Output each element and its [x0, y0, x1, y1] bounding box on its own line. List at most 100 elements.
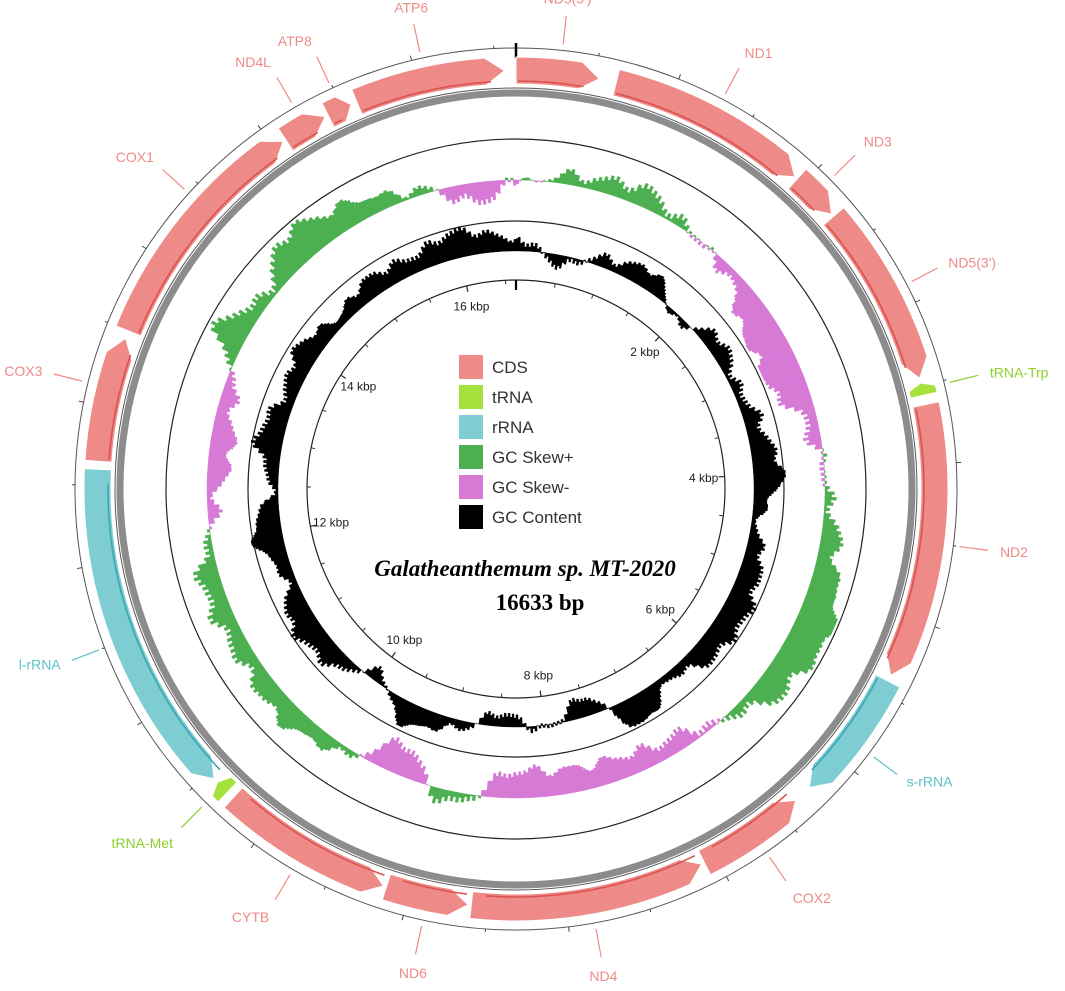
scale-tick: [465, 285, 469, 292]
feature-label-nd5-3: ND5(3'): [948, 254, 996, 270]
scale-tick: [311, 447, 316, 450]
scale-tick: [338, 596, 343, 600]
outer-tick: [598, 52, 600, 56]
label-leader: [274, 874, 291, 900]
feature-label-s-rrna: s-rRNA: [907, 774, 954, 790]
gc-content-plot: [250, 226, 786, 734]
scale-tick: [428, 298, 432, 303]
outer-tick: [323, 886, 326, 890]
label-leader: [949, 374, 979, 383]
legend-label: GC Content: [492, 508, 582, 527]
scale-tick: [577, 684, 580, 689]
feature-strand-line: [826, 224, 907, 369]
feature-labels: ND5(5') ND1 ND3 ND5(3') tRNA-Trp ND2 s-rRNA COX…: [4, 0, 1048, 984]
outer-tick: [195, 181, 199, 184]
feature-label-trna-trp: tRNA-Trp: [990, 364, 1049, 380]
feature-nd4l: [277, 113, 326, 152]
feature-trna-met: [211, 776, 238, 803]
legend-item: GC Content: [459, 505, 582, 529]
scale-tick: [654, 336, 660, 342]
scale-tick: [394, 318, 398, 323]
feature-label-trna-met: tRNA-Met: [112, 835, 174, 851]
scale-tick: [613, 668, 617, 673]
outer-tick-marks: [72, 43, 962, 932]
legend-item: tRNA: [459, 385, 533, 409]
feature-label-nd3: ND3: [864, 134, 892, 150]
scale-tick: [714, 437, 719, 440]
feature-nd5-3: [822, 206, 928, 380]
outer-tick: [872, 228, 876, 231]
feature-nd1: [612, 68, 796, 178]
outer-tick: [752, 114, 755, 118]
outer-tick: [725, 876, 730, 882]
feature-label-nd4: ND4: [589, 968, 617, 984]
scale-label: 12 kbp: [313, 516, 349, 530]
scale-tick: [591, 294, 594, 299]
feature-label-nd1: ND1: [745, 45, 773, 61]
label-leader: [413, 23, 421, 53]
scale-tick: [340, 374, 347, 379]
legend-swatch-cds: [459, 355, 483, 379]
outer-tick: [257, 124, 262, 130]
feature-label-nd6: ND6: [399, 965, 427, 981]
outer-tick: [795, 829, 798, 833]
label-leader: [724, 68, 740, 95]
feature-strand-line: [518, 80, 584, 88]
legend-label: CDS: [492, 358, 528, 377]
label-leader: [769, 856, 787, 882]
label-leader: [71, 649, 100, 661]
scale-tick: [671, 618, 677, 624]
scale-tick: [553, 283, 556, 288]
gc-skew-negative: [206, 179, 826, 799]
outer-tick: [77, 567, 83, 570]
scale-tick: [681, 366, 686, 370]
scale-label: 4 kbp: [689, 471, 719, 485]
label-leader: [595, 928, 602, 958]
scale-tick: [425, 673, 428, 678]
label-leader: [562, 15, 567, 45]
scale-tick: [320, 562, 325, 565]
scale-tick: [719, 514, 724, 517]
label-leader: [276, 77, 293, 103]
legend: CDS tRNA rRNA GC Skew+ GC Skew- GC Conte…: [459, 355, 582, 529]
feature-strand-line: [791, 187, 815, 212]
feature-label-atp6: ATP6: [394, 0, 428, 15]
scale-tick: [322, 409, 327, 413]
gc-skew-track-inner-ring: [247, 220, 785, 758]
label-leader: [53, 373, 83, 382]
outer-tick: [250, 843, 255, 849]
outer-tick: [901, 702, 905, 705]
outer-tick: [818, 164, 823, 169]
legend-label: GC Skew-: [492, 478, 569, 497]
outer-tick: [934, 626, 940, 629]
feature-strand-line: [711, 793, 788, 848]
outer-tick: [943, 379, 947, 381]
outer-tick: [331, 84, 334, 88]
scale-label: 14 kbp: [340, 380, 376, 394]
gc-content-area: [250, 226, 786, 734]
feature-strand-line: [108, 354, 132, 460]
feature-label-cox2: COX2: [793, 890, 831, 906]
outer-tick: [915, 299, 921, 303]
label-leader: [180, 806, 203, 828]
feature-strand-line: [292, 131, 319, 148]
feature-label-cox1: COX1: [116, 149, 154, 165]
feature-label-nd2: ND2: [1000, 544, 1028, 560]
legend-swatch-trna: [459, 385, 483, 409]
feature-strand-line: [138, 157, 278, 334]
feature-strand-line: [811, 677, 879, 771]
feature-atp8: [321, 96, 352, 128]
scale-tick: [364, 343, 369, 348]
legend-item: rRNA: [459, 415, 534, 439]
feature-label-nd4l: ND4L: [235, 54, 271, 70]
feature-track-inner-ring: [114, 87, 918, 891]
feature-strand-line: [250, 798, 385, 876]
feature-strand-line: [334, 119, 343, 125]
feature-strand-line: [107, 483, 221, 771]
feature-s-rrna: [808, 674, 901, 789]
feature-strand-line: [615, 92, 778, 177]
scale-tick: [645, 647, 649, 652]
legend-label: tRNA: [492, 388, 533, 407]
outer-tick: [568, 926, 570, 932]
